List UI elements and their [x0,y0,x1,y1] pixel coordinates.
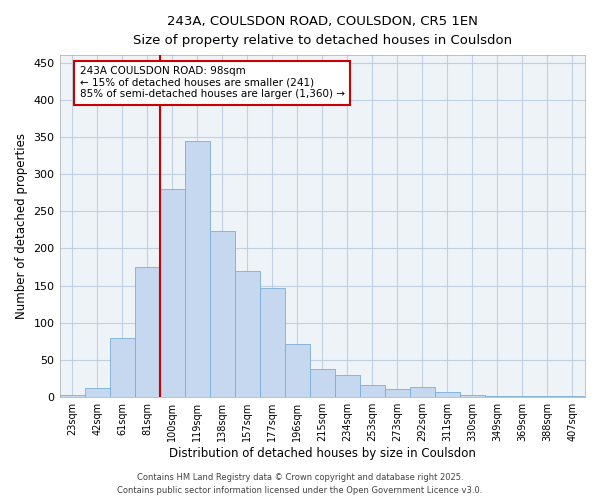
Text: 243A COULSDON ROAD: 98sqm
← 15% of detached houses are smaller (241)
85% of semi: 243A COULSDON ROAD: 98sqm ← 15% of detac… [80,66,344,100]
X-axis label: Distribution of detached houses by size in Coulsdon: Distribution of detached houses by size … [169,447,476,460]
Bar [59,395,85,397]
Bar [235,271,260,397]
Bar [485,396,510,397]
Bar [209,230,235,397]
Bar [385,389,410,397]
Bar [410,387,435,397]
Bar [510,396,535,397]
Title: 243A, COULSDON ROAD, COULSDON, CR5 1EN
Size of property relative to detached hou: 243A, COULSDON ROAD, COULSDON, CR5 1EN S… [133,15,512,47]
Bar [185,142,209,397]
Bar [310,369,335,397]
Bar [435,392,460,397]
Bar [335,375,360,397]
Bar [535,396,560,397]
Text: Contains HM Land Registry data © Crown copyright and database right 2025.
Contai: Contains HM Land Registry data © Crown c… [118,474,482,495]
Bar [160,189,185,397]
Bar [560,396,585,397]
Y-axis label: Number of detached properties: Number of detached properties [15,133,28,319]
Bar [85,388,110,397]
Bar [260,288,285,397]
Bar [110,338,134,397]
Bar [460,395,485,397]
Bar [360,384,385,397]
Bar [134,267,160,397]
Bar [285,344,310,397]
